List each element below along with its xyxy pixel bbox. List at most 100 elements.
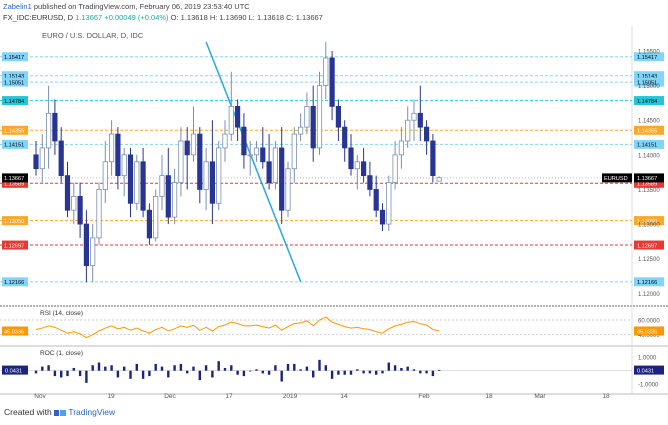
candle-body (253, 147, 260, 156)
price-axis[interactable]: 1.15500 1.15000 1.14500 1.14000 1.13500 1.130… (638, 50, 660, 298)
roc-value-badge-left (2, 365, 28, 375)
candle-body (203, 161, 209, 190)
level-label-left: 1.13050 (4, 219, 24, 225)
price-tick-label: 1.15000 (638, 84, 660, 90)
rsi-tick-label: 40.0000 (638, 333, 660, 339)
tradingview-logo-icon (54, 409, 67, 417)
candle-body (153, 195, 159, 239)
last-price-label-left: 1.13667 (4, 176, 24, 182)
symbol-label: EURUSD (604, 176, 628, 182)
candle-body (222, 133, 228, 149)
tradingview-brand[interactable]: TradingView (68, 407, 116, 417)
author-link[interactable]: Zabelin1 (3, 2, 32, 11)
roc-label: ROC (1, close) (40, 350, 83, 357)
candle-body (58, 140, 64, 177)
roc-bar (104, 366, 107, 371)
roc-bar (97, 362, 101, 371)
level-label-right: 1.15051 (637, 80, 657, 86)
roc-bar (154, 363, 157, 371)
candle-body (115, 133, 121, 177)
candle-body (83, 223, 89, 267)
candle-body (329, 57, 335, 107)
level-badge-right (634, 139, 664, 149)
time-tick-label: 14 (340, 393, 348, 400)
candle-body (411, 112, 417, 121)
candle-body (234, 105, 241, 128)
candle-body (96, 189, 102, 239)
level-badge-right (634, 240, 664, 250)
trendline[interactable] (205, 41, 302, 282)
roc-bar (167, 370, 170, 378)
roc-bar (412, 369, 416, 371)
roc-bar (198, 370, 201, 381)
roc-bar (148, 370, 151, 377)
roc-bar (192, 366, 195, 371)
roc-tick-label: 1.0000 (638, 356, 657, 362)
roc-bar (141, 370, 145, 379)
ohlc-values: O: 1.13618 H: 1.13690 L: 1.13618 C: 1.13… (170, 13, 323, 22)
roc-bar (217, 361, 220, 371)
roc-value-badge-right (634, 365, 664, 375)
candle-body (209, 161, 215, 204)
candle-body (184, 140, 190, 156)
candle-body (121, 154, 127, 177)
time-tick-label: 2019 (283, 393, 298, 400)
level-badge-left (2, 216, 28, 226)
roc-bar (280, 370, 283, 382)
roc-bar (375, 370, 378, 375)
price-tick-label: 1.13500 (638, 188, 660, 194)
roc-bar (91, 365, 94, 371)
candle-body (109, 133, 115, 163)
level-badge-right (634, 96, 664, 106)
rsi-value-badge-left (2, 326, 28, 336)
level-label-left: 1.15051 (4, 80, 24, 86)
roc-bar (110, 365, 113, 371)
candle-body (247, 154, 253, 157)
candle-body (360, 161, 367, 177)
roc-bar (318, 359, 321, 371)
roc-bar (186, 370, 189, 374)
time-axis[interactable]: Nov 19 Dec 17 2019 14 Feb 18 Mar 18 (34, 393, 610, 400)
level-badge-right (634, 77, 664, 87)
level-badge-left (2, 125, 28, 135)
roc-bar (393, 365, 397, 371)
roc-pane: ROC (1, close) 1.0000 -1.0000 0.0431 0.0431 (0, 350, 664, 389)
candle-body (342, 126, 348, 149)
roc-bar (160, 366, 164, 371)
candle-body (423, 126, 430, 142)
time-tick-label: 18 (485, 393, 493, 400)
candle-body (398, 140, 405, 156)
price-tick-label: 1.15500 (638, 50, 660, 56)
candle-body (417, 112, 423, 128)
candle-body (310, 105, 316, 149)
last-price-label-right: 1.13667 (637, 176, 657, 182)
roc-bar (179, 363, 183, 371)
price-change: +0.00049 (+0.04%) (104, 13, 169, 22)
level-label-right: 1.13050 (637, 219, 657, 225)
level-label-left: 1.13589 (4, 182, 24, 188)
candles (33, 42, 442, 283)
roc-value-right: 0.0431 (637, 368, 654, 374)
candle-body (33, 154, 39, 170)
candle-body (291, 133, 297, 170)
price-tick-label: 1.13000 (638, 223, 660, 229)
candle-body (354, 161, 360, 170)
level-badge-left (2, 240, 28, 250)
symbol-label: FX_IDC:EURUSD, D (3, 13, 74, 22)
candle-body (323, 57, 329, 87)
time-tick-label: 19 (107, 393, 115, 400)
candle-body (430, 140, 436, 177)
level-label-right: 1.14355 (637, 129, 657, 135)
roc-bar (274, 365, 277, 371)
roc-bar (116, 370, 120, 378)
roc-bar (211, 370, 214, 378)
time-tick-label: 17 (225, 393, 233, 400)
candle-body (77, 195, 83, 225)
roc-bar (286, 363, 290, 371)
time-tick-label: Nov (34, 393, 46, 400)
created-with-text: Created with (4, 407, 52, 417)
roc-bar (135, 363, 138, 371)
